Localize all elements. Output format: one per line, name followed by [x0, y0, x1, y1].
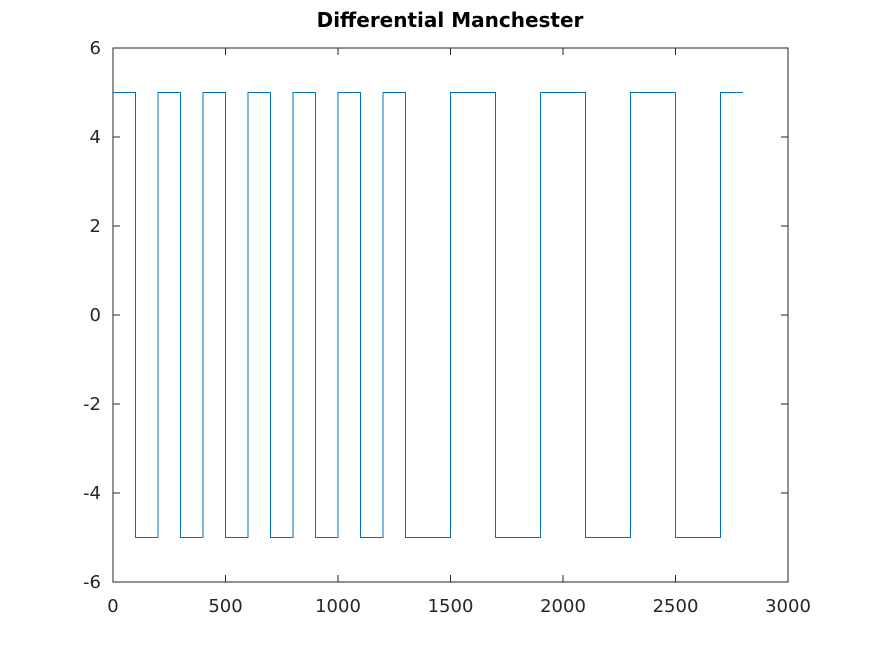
- x-axis: 0 500 1000 1500 2000 2500 3000: [107, 48, 811, 617]
- series-layer: [113, 92, 743, 538]
- x-tick-label: 500: [208, 596, 242, 617]
- y-tick-label: -4: [83, 483, 101, 504]
- y-tick-label: -6: [83, 572, 101, 593]
- x-tick-label: 2500: [653, 596, 699, 617]
- x-tick-label: 1500: [428, 596, 474, 617]
- y-tick-label: 0: [90, 305, 101, 326]
- chart-title: Differential Manchester: [317, 8, 584, 32]
- y-tick-label: -2: [83, 394, 101, 415]
- x-tick-label: 2000: [540, 596, 586, 617]
- x-tick-label: 3000: [765, 596, 811, 617]
- x-tick-label: 0: [107, 596, 118, 617]
- x-tick-label: 1000: [315, 596, 361, 617]
- series-line-1: [113, 92, 743, 538]
- y-tick-label: 4: [90, 127, 101, 148]
- y-tick-label: 6: [90, 38, 101, 59]
- y-axis: -6 -4 -2 0 2 4 6: [83, 38, 788, 593]
- y-tick-label: 2: [90, 216, 101, 237]
